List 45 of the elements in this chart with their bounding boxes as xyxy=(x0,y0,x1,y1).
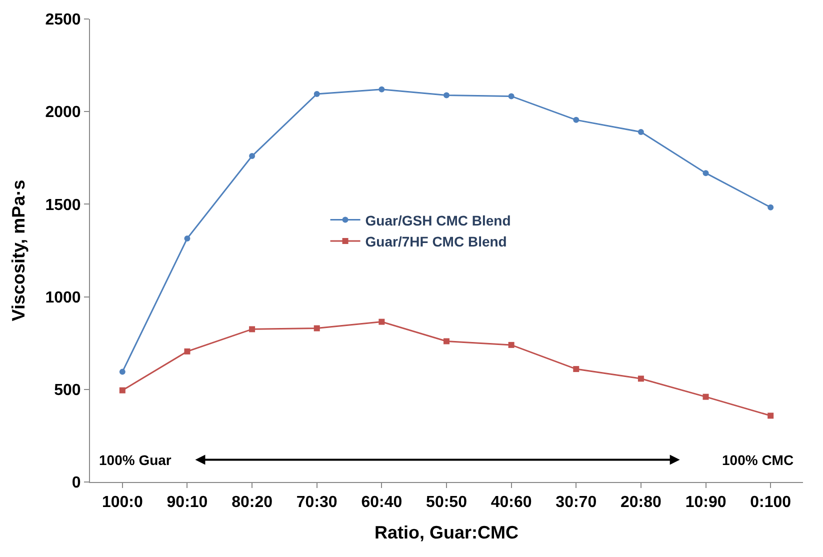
x-axis-title: Ratio, Guar:CMC xyxy=(374,522,518,542)
y-axis-title: Viscosity, mPa·s xyxy=(8,180,28,322)
annotation: 100% CMC xyxy=(722,452,794,468)
point xyxy=(444,338,450,344)
y-tick-label: 500 xyxy=(54,382,81,399)
point xyxy=(508,342,514,348)
x-tick-label: 10:90 xyxy=(685,494,726,512)
y-tick-label: 1500 xyxy=(45,196,81,214)
point xyxy=(768,412,774,419)
x-tick-label: 0:100 xyxy=(750,494,792,512)
point xyxy=(249,153,256,160)
point xyxy=(702,394,709,400)
point xyxy=(638,128,644,135)
x-tick-label: 80:20 xyxy=(232,494,273,512)
point xyxy=(119,387,126,394)
legend-label: Guar/GSH CMC Blend xyxy=(365,212,511,228)
y-tick-label: 0 xyxy=(72,474,81,492)
point xyxy=(378,86,385,92)
point xyxy=(314,91,320,98)
point xyxy=(184,235,190,242)
point xyxy=(314,325,320,332)
point xyxy=(508,93,514,100)
legend-label: Guar/7HF CMC Blend xyxy=(365,233,507,250)
x-tick-label: 30:70 xyxy=(556,494,597,512)
point xyxy=(768,204,774,210)
x-tick-label: 20:80 xyxy=(620,494,662,512)
y-tick-label: 2000 xyxy=(45,104,81,122)
point xyxy=(184,348,190,354)
point xyxy=(702,170,709,176)
point xyxy=(573,116,580,123)
point xyxy=(573,366,580,372)
x-tick-label: 70:30 xyxy=(296,494,338,512)
point xyxy=(119,368,126,375)
x-tick-label: 100:0 xyxy=(102,494,143,512)
point xyxy=(638,376,644,382)
x-tick-label: 90:10 xyxy=(166,494,208,512)
annotation: 100% Guar xyxy=(99,452,172,468)
x-tick-label: 50:50 xyxy=(426,494,468,512)
y-tick-label: 1000 xyxy=(45,289,81,306)
point xyxy=(444,92,450,98)
x-tick-label: 60:40 xyxy=(361,494,402,512)
point xyxy=(249,326,256,332)
point xyxy=(378,318,385,325)
y-tick-label: 2500 xyxy=(45,12,81,29)
x-tick-label: 40:60 xyxy=(490,494,532,512)
